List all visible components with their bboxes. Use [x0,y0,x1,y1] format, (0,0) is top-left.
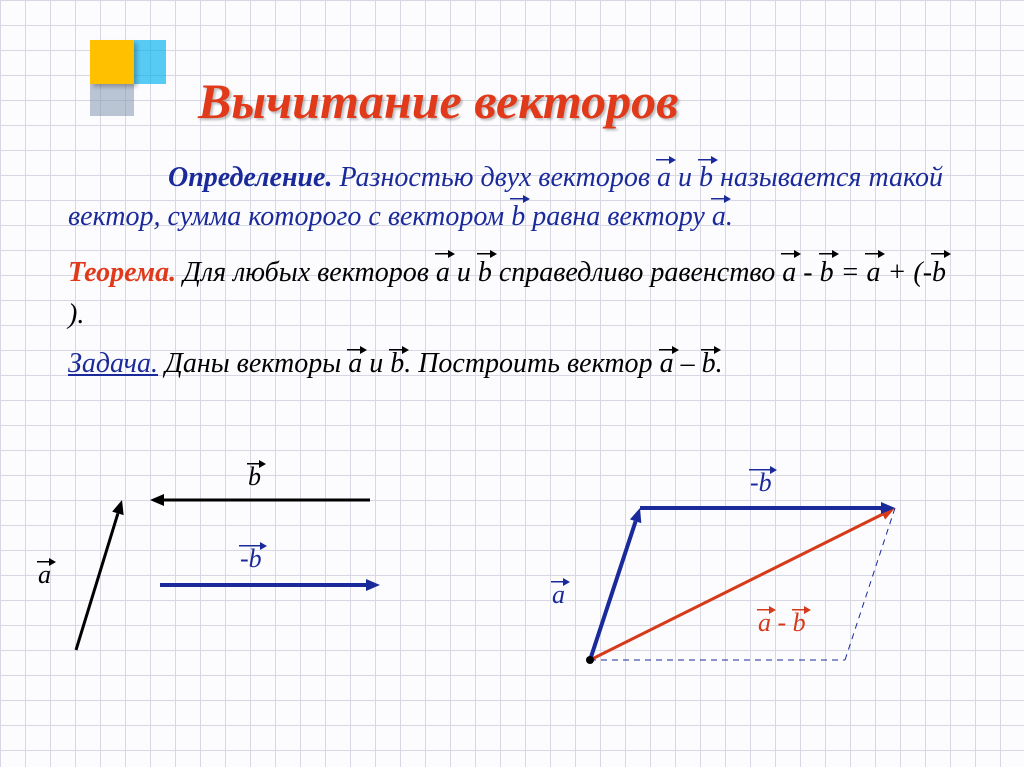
vector-neg-b: b [932,252,946,294]
vector-a: a [436,252,450,294]
vector-a: a [866,252,880,294]
definition-label: Определение. [168,162,333,193]
right-diagram [530,460,950,690]
vector-b: b [699,158,713,197]
task-text: Задача. Даны векторы a и b. Построить ве… [68,348,956,380]
vector-a: a [348,348,362,380]
title-decoration-icon [90,40,180,130]
theorem-part: + (- [880,257,932,288]
label-vector-neg-b: -b [240,544,262,574]
label-vector-result: a - b [758,608,806,638]
vector-a: a [782,252,796,294]
definition-part: Разностью двух векторов [340,162,657,193]
definition-part: равна вектору [525,201,712,232]
definition-part: и [671,162,699,193]
task-label: Задача. [68,348,158,379]
theorem-part: Для любых векторов [183,257,436,288]
label-vector-b: b [248,462,261,492]
vector-b: b [820,252,834,294]
vector-b: b [511,197,525,236]
label-vector-a: a [38,560,51,590]
definition-text: Определение. Разностью двух векторов a и… [68,158,956,236]
theorem-text: Теорема. Для любых векторов a и b справе… [68,252,956,336]
vector-b: b [478,252,492,294]
vector-a: a [712,197,726,236]
theorem-part: - [796,257,819,288]
theorem-part: = [834,257,867,288]
label-vector-neg-b: -b [750,468,772,498]
page-title: Вычитание векторов [198,72,678,130]
vector-b: b [702,348,716,380]
theorem-part: и [450,257,478,288]
task-part: . Построить вектор [404,348,659,379]
slide-content: Вычитание векторов Определение. Разность… [0,0,1024,408]
vector-a: a [660,348,674,380]
theorem-part: справедливо равенство [492,257,782,288]
task-part: Даны векторы [158,348,348,379]
theorem-part: ). [68,299,84,330]
definition-part: . [726,201,733,232]
left-diagram [30,460,430,680]
label-vector-a: a [552,580,565,610]
title-block: Вычитание векторов [48,28,976,148]
vector-b: b [390,348,404,380]
theorem-label: Теорема. [68,257,176,288]
vector-a: a [657,158,671,197]
